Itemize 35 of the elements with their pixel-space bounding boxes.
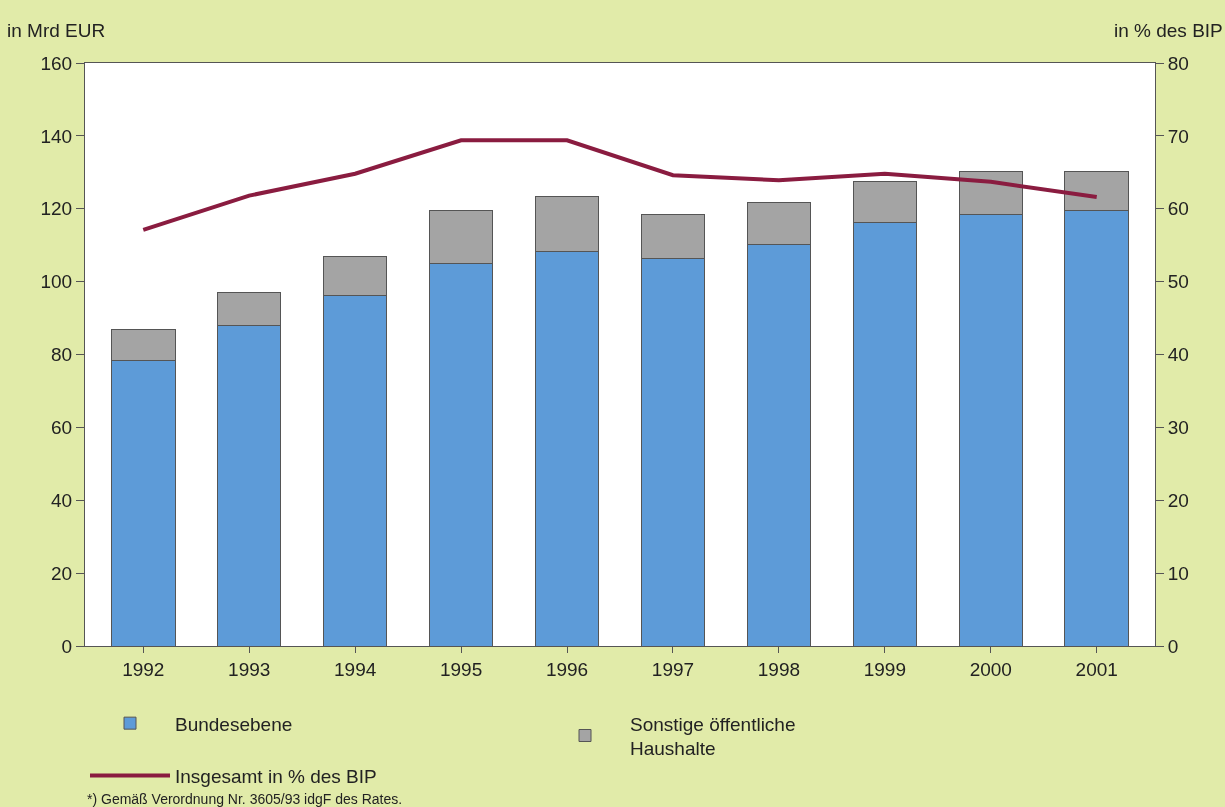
- line-series: [141, 138, 1099, 232]
- legend-label: Sonstige öffentliche Haushalte: [630, 713, 796, 760]
- x-tick-label: 1995: [439, 658, 483, 680]
- y2-tick-label: 40: [1167, 344, 1189, 366]
- y-tick-label: 100: [40, 271, 73, 293]
- y-tick-label: 40: [51, 489, 73, 511]
- x-tick-label: 1993: [228, 658, 271, 680]
- y2-tick-label: 30: [1167, 417, 1189, 439]
- x-tick-label: 1997: [651, 658, 695, 680]
- y2-axis-title: in % des BIP: [1114, 20, 1223, 41]
- x-tick-label: 2001: [1075, 658, 1118, 680]
- y-tick-label: 80: [51, 344, 73, 366]
- legend-label: Insgesamt in % des BIP: [175, 765, 377, 787]
- x-tick-label: 1999: [863, 658, 906, 680]
- legend-label: Bundesebene: [175, 713, 293, 735]
- y2-tick-label: 70: [1167, 125, 1189, 147]
- y-tick-label: 0: [61, 635, 73, 657]
- y2-tick-label: 20: [1167, 489, 1189, 511]
- x-tick-label: 1998: [757, 658, 801, 680]
- y-tick-label: 60: [51, 417, 73, 439]
- y-tick-label: 160: [40, 52, 73, 74]
- y-axis-title: in Mrd EUR: [7, 20, 106, 41]
- y2-tick-label: 10: [1167, 562, 1189, 584]
- y2-tick-label: 0: [1167, 635, 1179, 657]
- x-tick-label: 2000: [969, 658, 1012, 680]
- text: *) Gemäß Verordnung Nr. 3605/93 idgF des Rates.: [87, 791, 403, 807]
- y-tick-label: 120: [40, 198, 73, 220]
- y2-tick-label: 80: [1167, 52, 1189, 74]
- y2-tick-label: 60: [1167, 198, 1189, 220]
- x-tick-label: 1992: [122, 658, 165, 680]
- x-tick-label: 1994: [334, 658, 377, 680]
- y-tick-label: 140: [40, 125, 73, 147]
- x-tick-label: 1996: [545, 658, 589, 680]
- y-tick-label: 20: [51, 562, 73, 584]
- y2-tick-label: 50: [1167, 271, 1189, 293]
